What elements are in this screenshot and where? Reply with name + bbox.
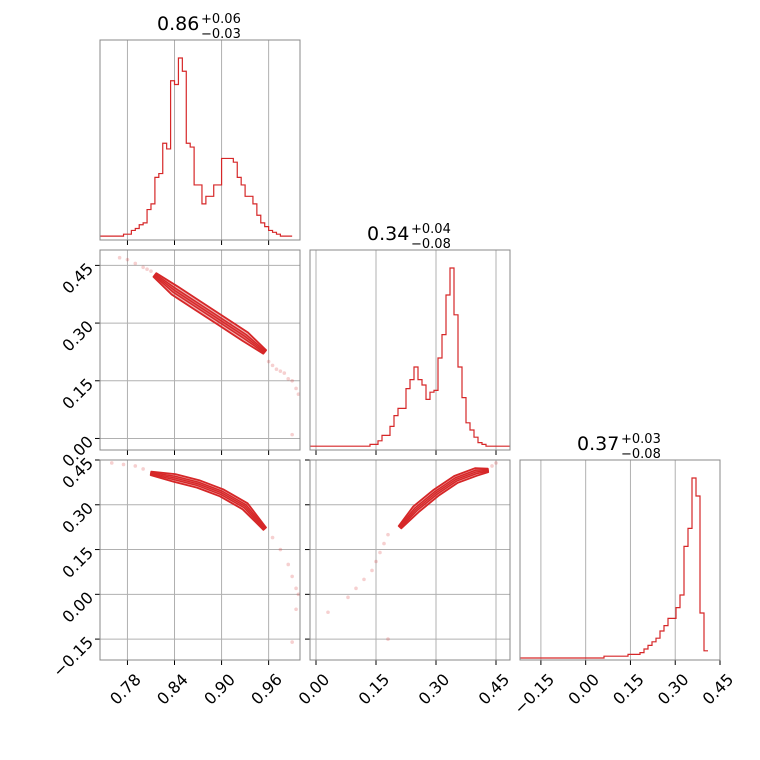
contour-core <box>150 472 266 530</box>
scatter-point <box>290 378 294 383</box>
scatter-point <box>386 532 390 537</box>
x-tick-label: 0.15 <box>609 670 648 709</box>
scatter-point <box>145 267 149 272</box>
contour-core <box>399 469 489 528</box>
scatter-point <box>286 377 291 381</box>
scatter-point <box>294 607 298 612</box>
scatter-point <box>121 462 126 467</box>
title-param-1-upper: +0.06 <box>201 12 241 27</box>
scatter-point <box>362 577 366 582</box>
title-param-1: 0.86 +0.06 −0.03 <box>157 12 241 42</box>
scatter-point <box>370 568 374 573</box>
scatter-point <box>278 547 283 552</box>
y-tick-label: 0.15 <box>58 543 97 582</box>
title-param-2-value: 0.34 <box>367 223 409 245</box>
scatter-point <box>282 371 287 375</box>
x-tick-label: 0.45 <box>699 670 738 709</box>
scatter-point <box>326 610 330 615</box>
scatter-point <box>141 265 145 270</box>
contour-outer <box>397 467 490 530</box>
scatter-point <box>286 562 291 567</box>
x-tick-label: 0.00 <box>295 670 334 709</box>
scatter-point <box>270 363 275 368</box>
histogram-panel-3: −0.15 0.00 0.15 0.30 0.45 <box>510 459 738 718</box>
y-tick-label: 0.45 <box>58 259 97 298</box>
scatter-point <box>378 550 382 555</box>
scatter-point <box>290 640 294 644</box>
y-tick-label: 0.30 <box>58 317 97 356</box>
scatter-point <box>109 461 114 465</box>
title-param-2: 0.34 +0.04 −0.08 <box>367 222 451 252</box>
x-tick-label: 0.00 <box>564 670 603 709</box>
scatter-point <box>290 432 294 437</box>
title-param-3: 0.37 +0.03 −0.08 <box>577 432 661 462</box>
x-tick-label: 0.90 <box>200 670 239 709</box>
scatter-point <box>133 464 138 468</box>
scatter-point <box>290 574 294 579</box>
x-tick-label: 0.84 <box>153 670 192 709</box>
scatter-point <box>270 535 275 540</box>
x-tick-label: 0.30 <box>415 670 454 709</box>
scatter-point <box>149 269 153 273</box>
x-tick-label: 0.78 <box>106 670 145 709</box>
scatter-point <box>266 359 271 364</box>
y-tick-label: −0.15 <box>49 633 97 681</box>
pair-panel-1-2: 0.000.150.300.45 <box>58 249 301 471</box>
scatter-point <box>296 592 300 597</box>
scatter-point <box>346 595 350 600</box>
histogram-panel-1 <box>99 39 301 245</box>
histogram-step-2 <box>310 267 510 447</box>
contour-core <box>154 274 266 353</box>
title-param-2-upper: +0.04 <box>411 222 451 237</box>
pair-frame-1-3 <box>99 459 301 661</box>
pair-body <box>326 461 498 641</box>
scatter-point <box>490 464 494 468</box>
pair-frame-1-2 <box>99 249 301 451</box>
y-tick-label: 0.30 <box>58 498 97 537</box>
scatter-point <box>374 559 378 564</box>
pair-panel-1-3: −0.150.000.150.300.450.78 0.84 0.90 0.96 <box>49 454 301 709</box>
contour-inner <box>150 471 266 530</box>
scatter-point <box>354 586 358 591</box>
histogram-step-1 <box>100 57 293 237</box>
x-tick-label: 0.96 <box>247 670 286 709</box>
x-tick-label: 0.45 <box>475 670 514 709</box>
x-tick-label: −0.15 <box>510 670 558 718</box>
histogram-step-3 <box>520 477 708 659</box>
contour-outer <box>149 470 267 531</box>
x-tick-label: 0.15 <box>355 670 394 709</box>
x-tick-label: 0.30 <box>654 670 693 709</box>
title-param-2-lower: −0.08 <box>411 237 451 252</box>
pair-frame-2-3 <box>309 459 511 661</box>
scatter-point <box>133 261 138 266</box>
title-param-1-lower: −0.03 <box>201 27 241 42</box>
scatter-point <box>125 257 130 262</box>
histogram-panel-2 <box>309 249 511 455</box>
scatter-point <box>296 392 300 397</box>
y-tick-label: 0.15 <box>58 374 97 413</box>
scatter-point <box>382 541 386 546</box>
pair-body <box>117 255 300 437</box>
histogram-frame-3 <box>519 459 721 661</box>
scatter-point <box>494 461 498 465</box>
histogram-frame-2 <box>309 249 511 451</box>
scatter-point <box>274 367 279 372</box>
pair-body <box>109 461 300 644</box>
scatter-point <box>294 386 298 391</box>
scatter-point <box>117 255 122 260</box>
title-param-1-value: 0.86 <box>157 13 199 35</box>
histogram-frame-1 <box>99 39 301 241</box>
pair-panel-2-3: 0.00 0.15 0.30 0.45 <box>295 459 514 709</box>
title-param-3-value: 0.37 <box>577 433 619 455</box>
y-tick-label: 0.00 <box>58 588 97 627</box>
title-param-3-upper: +0.03 <box>621 432 661 447</box>
scatter-point <box>141 467 145 471</box>
title-param-3-lower: −0.08 <box>621 447 661 462</box>
contour-inner <box>398 468 489 529</box>
scatter-point <box>278 369 283 373</box>
scatter-point <box>386 637 390 641</box>
scatter-point <box>294 586 298 591</box>
